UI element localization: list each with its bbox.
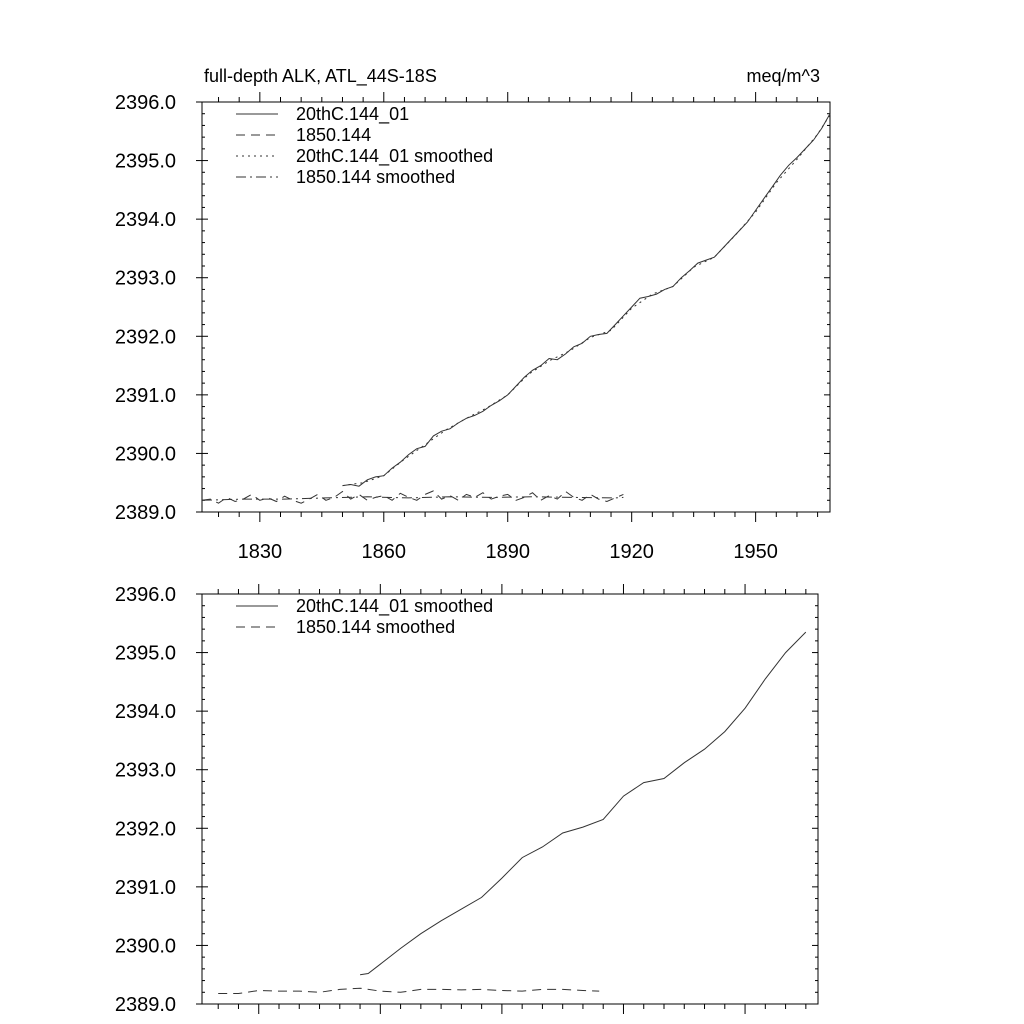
legend-label: 1850.144 [296, 125, 371, 145]
y-tick-label: 2396.0 [115, 584, 176, 606]
series-line-1 [201, 490, 624, 504]
x-tick-label: 1830 [238, 541, 283, 563]
y-tick-label: 2393.0 [115, 268, 176, 290]
y-tick-label: 2390.0 [115, 935, 176, 957]
legend-label: 20thC.144_01 smoothed [296, 596, 493, 617]
y-tick-label: 2389.0 [115, 502, 176, 524]
series-line-3 [201, 496, 624, 501]
x-tick-label: 1920 [609, 541, 654, 563]
series-group [201, 113, 831, 504]
units-label: meq/m^3 [747, 66, 820, 86]
y-tick-label: 2396.0 [115, 92, 176, 114]
series-line-0 [360, 631, 807, 976]
top-plot-panel: full-depth ALK, ATL_44S-18S meq/m^3 2389… [115, 66, 831, 563]
legend-label: 20thC.144_01 [296, 104, 409, 125]
legend-label: 1850.144 smoothed [296, 617, 455, 637]
y-tick-label: 2394.0 [115, 209, 176, 231]
y-tick-label: 2392.0 [115, 326, 176, 348]
legend-label: 20thC.144_01 smoothed [296, 146, 493, 167]
axes-group: 2389.0 2390.0 2391.0 2392.0 2393.0 2394.0 2395… [115, 584, 818, 1016]
axes-group: 2389.0 2390.0 2391.0 2392.0 2393.0 2394.0 2395… [115, 92, 830, 563]
plot-frame [201, 593, 819, 1005]
y-tick-label: 2389.0 [115, 994, 176, 1016]
y-tick-label: 2392.0 [115, 818, 176, 840]
chart-title: full-depth ALK, ATL_44S-18S [204, 66, 437, 87]
y-tick-label: 2391.0 [115, 877, 176, 899]
y-tick-label: 2395.0 [115, 151, 176, 173]
legend-label: 1850.144 smoothed [296, 167, 455, 187]
plot-frame [201, 101, 831, 513]
y-tick-label: 2391.0 [115, 385, 176, 407]
y-tick-label: 2395.0 [115, 643, 176, 665]
y-tick-label: 2394.0 [115, 701, 176, 723]
bottom-plot-panel: 2389.0 2390.0 2391.0 2392.0 2393.0 2394.0 2395… [115, 584, 819, 1016]
y-tick-label: 2390.0 [115, 443, 176, 465]
series-group [218, 631, 807, 994]
x-tick-label: 1950 [733, 541, 778, 563]
x-tick-label: 1860 [362, 541, 407, 563]
x-tick-label: 1890 [485, 541, 530, 563]
series-line-1 [218, 987, 600, 994]
y-tick-label: 2393.0 [115, 760, 176, 782]
